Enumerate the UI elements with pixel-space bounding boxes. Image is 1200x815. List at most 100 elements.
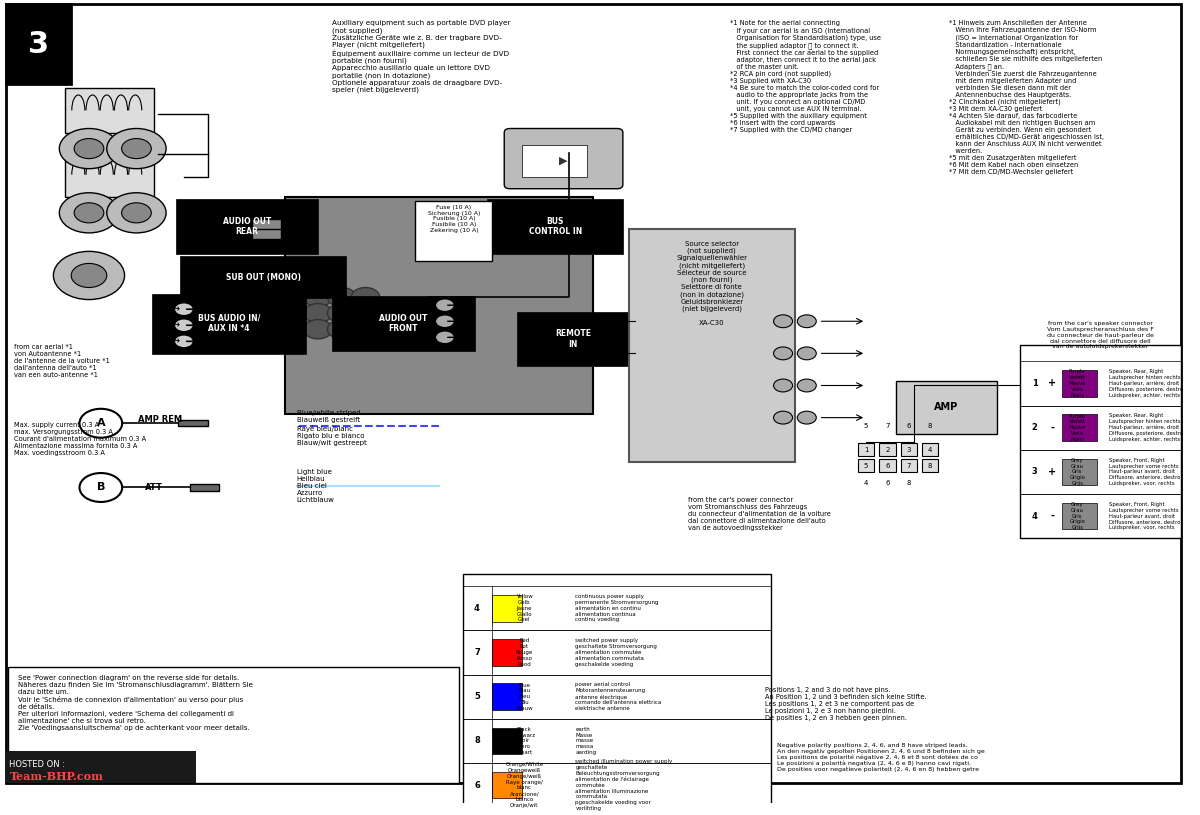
FancyBboxPatch shape [190, 484, 220, 491]
FancyBboxPatch shape [487, 199, 624, 253]
Text: 5: 5 [864, 463, 869, 469]
Text: 3: 3 [1032, 467, 1038, 476]
Circle shape [797, 379, 816, 392]
Circle shape [774, 379, 792, 392]
Text: 8: 8 [928, 423, 932, 429]
Text: power aerial control
Motorantennensteuerung
antenne électrique
comando dell'ante: power aerial control Motorantennensteuer… [576, 682, 662, 711]
FancyBboxPatch shape [504, 129, 623, 189]
FancyBboxPatch shape [252, 219, 281, 239]
Text: Max. supply current 0.3 A
max. Versorgungsstrom 0.3 A
Courant d'alimentation max: Max. supply current 0.3 A max. Versorgun… [14, 422, 146, 456]
Text: REMOTE
IN: REMOTE IN [556, 329, 592, 349]
Text: BUS
CONTROL IN: BUS CONTROL IN [529, 217, 582, 236]
Text: switched power supply
geschaltete Stromversorgung
alimentation commutée
alimenta: switched power supply geschaltete Stromv… [576, 638, 658, 667]
Text: 8: 8 [474, 737, 480, 746]
Text: 3: 3 [906, 447, 911, 453]
FancyBboxPatch shape [492, 772, 522, 799]
Text: Purple
Violett
Mauve
Viola
Paars: Purple Violett Mauve Viola Paars [1068, 413, 1086, 442]
FancyBboxPatch shape [1020, 346, 1181, 538]
Circle shape [436, 331, 455, 344]
Text: Orange/White
Orangeweiß
Orange/weiß
Raye orange/
blanc
Arancione/
bianco
Oranje/: Orange/White Orangeweiß Orange/weiß Raye… [505, 762, 544, 808]
Circle shape [304, 319, 332, 339]
Text: Fuse (10 A)
Sicherung (10 A)
Fusible (10 A)
Fusibile (10 A)
Zekering (10 A): Fuse (10 A) Sicherung (10 A) Fusible (10… [427, 205, 480, 233]
Circle shape [774, 347, 792, 359]
Text: Auxiliary equipment such as portable DVD player
(not supplied)
Zusätzliche Gerät: Auxiliary equipment such as portable DVD… [332, 20, 511, 94]
FancyBboxPatch shape [922, 460, 938, 472]
Text: 4: 4 [928, 447, 932, 453]
Text: 6: 6 [474, 781, 480, 790]
FancyBboxPatch shape [332, 297, 474, 351]
Text: AMP REM: AMP REM [138, 415, 182, 424]
Circle shape [74, 139, 104, 159]
FancyBboxPatch shape [858, 443, 875, 456]
Circle shape [436, 315, 455, 328]
Text: 2: 2 [1032, 423, 1038, 432]
Text: Speaker, Front, Right
Lautsprecher vorne rechts
Haut-parleur avant, droit
Diffus: Speaker, Front, Right Lautsprecher vorne… [1109, 458, 1181, 486]
Text: Speaker, Rear, Right
Lautsprecher hinten rechts
Haut-parleur, arrière, droit
Dif: Speaker, Rear, Right Lautsprecher hinten… [1109, 369, 1183, 398]
FancyBboxPatch shape [65, 88, 155, 133]
Text: Positions 1, 2 and 3 do not have pins.
An Position 1, 2 und 3 befinden sich kein: Positions 1, 2 and 3 do not have pins. A… [766, 687, 926, 720]
FancyBboxPatch shape [492, 595, 522, 622]
FancyBboxPatch shape [880, 460, 895, 472]
Circle shape [436, 299, 455, 311]
Text: Blue/white striped
Blauweiß gestreift
Rayé bleu/blanc
Rigato blu e bianco
Blauw/: Blue/white striped Blauweiß gestreift Ra… [296, 411, 366, 446]
Text: SUB OUT (MONO): SUB OUT (MONO) [226, 272, 301, 281]
FancyBboxPatch shape [900, 443, 917, 456]
Text: from the car's speaker connector
Vom Lautsprecheranschluss des F
du connecteur d: from the car's speaker connector Vom Lau… [1046, 321, 1154, 350]
Text: Source selector
(not supplied)
Signalquellenwähler
(nicht mitgeliefert)
Sélecteu: Source selector (not supplied) Signalque… [677, 241, 748, 327]
FancyBboxPatch shape [152, 293, 306, 354]
Circle shape [304, 288, 332, 306]
Circle shape [174, 335, 193, 348]
Circle shape [352, 288, 379, 306]
Circle shape [797, 412, 816, 424]
Text: Speaker, Front, Right
Lautsprecher vorne rechts
Haut-parleur avant, droit
Diffus: Speaker, Front, Right Lautsprecher vorne… [1109, 502, 1181, 530]
Text: BUS AUDIO IN/
AUX IN *4: BUS AUDIO IN/ AUX IN *4 [198, 314, 260, 333]
Text: Yellow
Gelb
Jaune
Giallo
Geel: Yellow Gelb Jaune Giallo Geel [516, 594, 533, 623]
Text: -: - [1050, 511, 1055, 521]
Text: Grey
Grau
Gris
Grigio
Grijs: Grey Grau Gris Grigio Grijs [1069, 502, 1085, 530]
Text: Grey
Grau
Gris
Grigio
Grijs: Grey Grau Gris Grigio Grijs [1069, 458, 1085, 486]
FancyBboxPatch shape [922, 443, 938, 456]
FancyBboxPatch shape [517, 311, 630, 366]
Circle shape [107, 193, 166, 233]
FancyBboxPatch shape [1062, 414, 1098, 441]
Text: Team-BHP.com: Team-BHP.com [10, 771, 103, 782]
Circle shape [59, 129, 119, 169]
FancyBboxPatch shape [492, 728, 522, 754]
FancyBboxPatch shape [895, 381, 997, 434]
Text: Light blue
Hellblau
Bleu ciel
Azzurro
Lichtblauw: Light blue Hellblau Bleu ciel Azzurro Li… [296, 469, 335, 503]
FancyBboxPatch shape [415, 200, 492, 261]
Circle shape [328, 303, 356, 323]
Text: Negative polarity positions 2, 4, 6, and 8 have striped leads.
An den negativ ge: Negative polarity positions 2, 4, 6, and… [778, 743, 985, 773]
FancyBboxPatch shape [522, 144, 587, 177]
Circle shape [79, 473, 122, 502]
FancyBboxPatch shape [6, 4, 1181, 783]
FancyBboxPatch shape [6, 751, 196, 783]
Circle shape [174, 319, 193, 332]
Text: AMP: AMP [934, 402, 958, 412]
Text: 7: 7 [886, 423, 889, 429]
Text: 2: 2 [886, 447, 889, 453]
FancyBboxPatch shape [492, 684, 522, 710]
Text: ATT: ATT [145, 483, 163, 492]
FancyBboxPatch shape [1062, 459, 1098, 485]
Text: -: - [1050, 423, 1055, 433]
Text: 7: 7 [906, 463, 911, 469]
FancyBboxPatch shape [629, 229, 794, 462]
Text: +: + [1049, 378, 1056, 389]
Circle shape [797, 347, 816, 359]
Text: 4: 4 [864, 481, 869, 487]
Circle shape [74, 203, 104, 222]
FancyBboxPatch shape [1062, 503, 1098, 529]
Text: 6: 6 [886, 481, 889, 487]
Text: from the car's power connector
vom Stromanschluss des Fahrzeugs
du connecteur d': from the car's power connector vom Strom… [688, 497, 832, 531]
Text: 4: 4 [1032, 512, 1038, 521]
Text: 5: 5 [474, 692, 480, 701]
Text: A: A [96, 418, 106, 428]
Text: 4: 4 [474, 604, 480, 613]
Text: Red
Rot
Rouge
Rosso
Rood: Red Rot Rouge Rosso Rood [516, 638, 533, 667]
Text: 1: 1 [1032, 379, 1038, 388]
Circle shape [107, 129, 166, 169]
FancyBboxPatch shape [6, 4, 71, 84]
Circle shape [79, 409, 122, 438]
Text: switched illumination power supply
geschaltete
Beleuchtungsstromversorgung
alime: switched illumination power supply gesch… [576, 759, 673, 811]
